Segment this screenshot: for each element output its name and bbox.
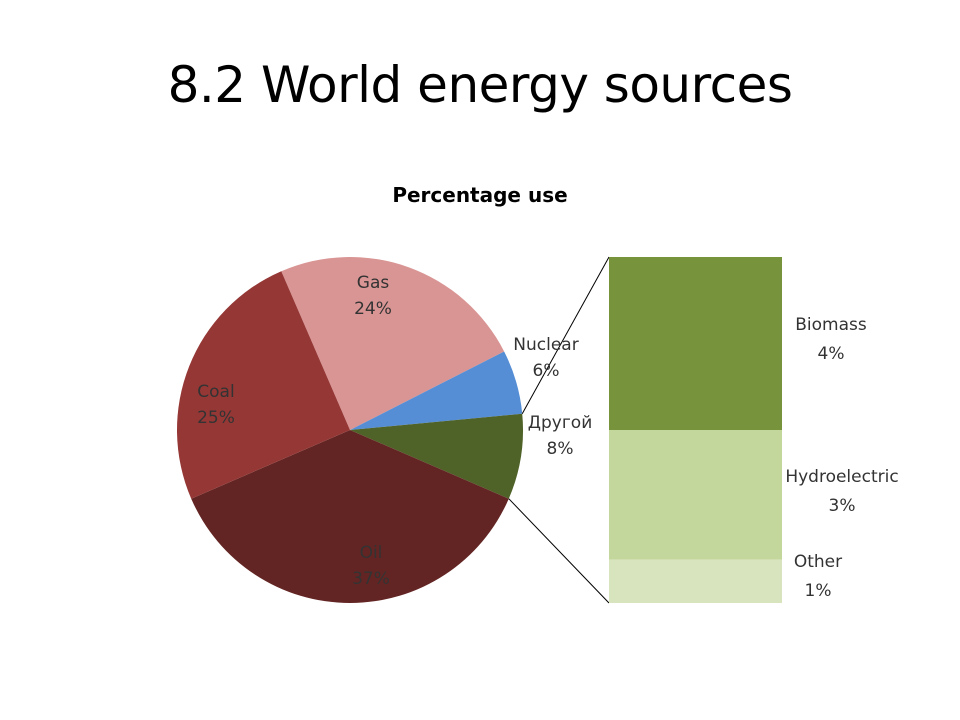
pie-slice-slice-2 <box>350 413 523 499</box>
pie-slice-coal <box>177 271 350 499</box>
slide-title: 8.2 World energy sources <box>167 56 793 114</box>
pie-slice-nuclear <box>350 351 523 430</box>
pie-slices <box>177 257 523 603</box>
slice-label: Другой 8% <box>528 413 593 459</box>
data-labels: Gas 24% Nuclear 6% Другой 8% Oil 37% Coal 25% Biom… <box>197 273 899 601</box>
connector-line-top <box>521 256 610 414</box>
bar-segment-hydroelectric <box>609 430 782 560</box>
pie-slice-oil <box>191 430 509 603</box>
slice-label: Nuclear 6% <box>513 335 578 381</box>
chart-title: Percentage use <box>392 183 568 207</box>
breakdown-bar <box>609 257 782 603</box>
bar-segment-label: Biomass 4% <box>795 315 867 364</box>
bar-segment-biomass <box>609 257 782 430</box>
connector-line-bottom <box>508 498 610 604</box>
pie-slice-gas <box>281 257 505 430</box>
bar-segment-label: Hydroelectric 3% <box>785 467 898 516</box>
slice-label: Gas 24% <box>354 273 392 319</box>
connector-lines <box>508 256 610 604</box>
slice-label: Oil 37% <box>352 543 390 589</box>
slice-label: Coal 25% <box>197 382 235 428</box>
bar-segment-other <box>609 559 782 603</box>
bar-segment-label: Other 1% <box>794 552 842 601</box>
